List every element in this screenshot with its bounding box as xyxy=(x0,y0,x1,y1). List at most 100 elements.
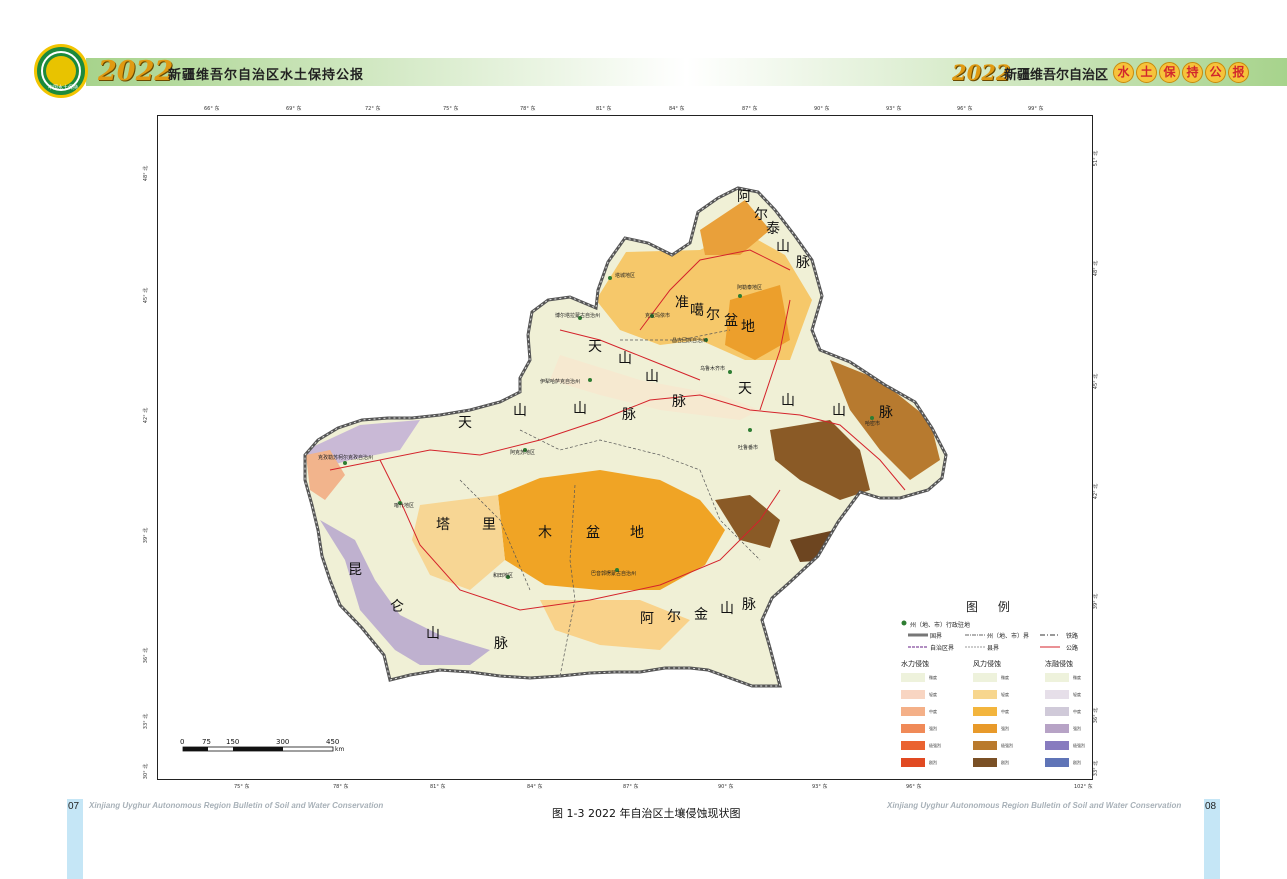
legend-national-label: 国界 xyxy=(930,633,943,640)
legend-highway-label: 公路 xyxy=(1066,645,1079,652)
junggar-char: 准 xyxy=(675,295,689,311)
legend-swatch xyxy=(973,741,997,750)
lon-tick: 96° 东 xyxy=(906,784,922,790)
legend-swatch xyxy=(901,758,925,767)
tarim-char: 塔 xyxy=(436,517,450,533)
junggar-char: 尔 xyxy=(706,307,720,323)
legend-level-label: 中度 xyxy=(929,709,937,714)
logo-globe xyxy=(46,56,76,86)
legend-level-label: 强烈 xyxy=(929,726,937,731)
lon-tick: 84° 东 xyxy=(669,106,685,112)
title-circle-char: 土 xyxy=(1136,62,1157,83)
legend-title: 图 例 xyxy=(966,600,1018,614)
altai-char: 阿 xyxy=(737,189,751,205)
scale-tick-label: 450 xyxy=(326,738,340,746)
title-circle-char: 持 xyxy=(1182,62,1203,83)
kunlun-char: 昆 xyxy=(348,562,362,578)
region-label: 巴音郭楞蒙古自治州 xyxy=(591,571,637,577)
legend-freeze-thaw-head: 冻融侵蚀 xyxy=(1045,660,1073,668)
title-circle-char: 公 xyxy=(1205,62,1226,83)
tarim-char: 地 xyxy=(630,525,644,541)
tianshan-char: 山 xyxy=(618,351,632,367)
tianshan-west-char: 脉 xyxy=(622,407,636,423)
legend-level-label: 轻度 xyxy=(929,692,937,697)
header-band xyxy=(86,58,1287,86)
tianshan-char: 山 xyxy=(645,369,659,385)
lon-tick: 102° 东 xyxy=(1074,784,1093,790)
legend-railway-label: 铁路 xyxy=(1066,633,1079,640)
hami-east-wind xyxy=(830,360,940,480)
lon-tick: 72° 东 xyxy=(365,106,381,112)
legend-county-label: 县界 xyxy=(987,645,1000,652)
altun-char: 脉 xyxy=(742,597,756,613)
scale-tick-label: 300 xyxy=(276,738,290,746)
altun-char: 金 xyxy=(694,607,708,623)
footer-bulletin-left: Xinjiang Uyghur Autonomous Region Bullet… xyxy=(89,801,384,810)
scalebar-graphic xyxy=(182,746,334,752)
region-label: 克孜勒苏柯尔克孜自治州 xyxy=(318,455,374,461)
legend-swatch xyxy=(973,707,997,716)
legend-swatch xyxy=(1045,673,1069,682)
legend-level-label: 强烈 xyxy=(1001,726,1009,731)
region-label: 克拉玛依市 xyxy=(645,313,671,319)
kunlun-freeze-thaw xyxy=(320,520,490,665)
tianshan-char: 山 xyxy=(781,393,795,409)
legend-swatch xyxy=(901,673,925,682)
lon-tick: 69° 东 xyxy=(286,106,302,112)
footer-bulletin-right: Xinjiang Uyghur Autonomous Region Bullet… xyxy=(887,801,1182,810)
kunlun-char: 仑 xyxy=(390,599,404,615)
tarim-char: 盆 xyxy=(586,525,600,541)
junggar-char: 噶 xyxy=(690,303,704,319)
title-circle-char: 保 xyxy=(1159,62,1180,83)
lon-tick: 81° 东 xyxy=(430,784,446,790)
scale-tick-label: 75 xyxy=(202,738,211,746)
seat-dot xyxy=(738,294,742,298)
legend-level-label: 极强烈 xyxy=(1073,743,1085,748)
tianshan-char: 天 xyxy=(588,339,602,355)
legend-swatch xyxy=(901,741,925,750)
erosion-fill xyxy=(305,188,946,686)
lon-tick: 87° 东 xyxy=(742,106,758,112)
altun-char: 山 xyxy=(720,601,734,617)
legend-level-label: 中度 xyxy=(1001,709,1009,714)
legend-level-label: 强烈 xyxy=(1073,726,1081,731)
scale-tick-label: 0 xyxy=(180,738,185,746)
junggar-char: 地 xyxy=(741,319,755,335)
turpan-hami-severe-wind xyxy=(770,420,870,500)
tarim-west-light-wind xyxy=(412,495,505,590)
legend-level-label: 中度 xyxy=(1073,709,1081,714)
tianshan-west-char: 山 xyxy=(573,401,587,417)
seat-dot xyxy=(398,501,402,505)
seat-dot xyxy=(748,428,752,432)
right-page-number: 08 xyxy=(1205,801,1217,812)
year-right: 2022 xyxy=(952,60,1011,85)
bulletin-title-circles: 水 土 保 持 公 报 xyxy=(1113,62,1249,83)
legend-level-label: 剧烈 xyxy=(1001,760,1009,765)
scale-tick-label: 150 xyxy=(226,738,240,746)
region-label: 哈密市 xyxy=(865,421,881,427)
logo-ring xyxy=(41,51,81,91)
legend-level-label: 轻度 xyxy=(1073,692,1081,697)
lon-tick: 87° 东 xyxy=(623,784,639,790)
prefecture-boundaries xyxy=(459,329,761,677)
scale-unit: km xyxy=(335,746,345,753)
seat-dot xyxy=(704,338,708,342)
lon-tick: 66° 东 xyxy=(204,106,220,112)
highways xyxy=(329,249,906,611)
legend-swatch xyxy=(973,690,997,699)
legend-swatch xyxy=(973,758,997,767)
kashgar-water-erosion xyxy=(306,450,345,500)
lon-tick: 75° 东 xyxy=(443,106,459,112)
region-label: 昌吉回族自治州 xyxy=(672,338,708,344)
prefecture-seats xyxy=(343,276,874,579)
region-label: 塔城地区 xyxy=(615,273,636,279)
soil-water-conservation-logo: 中国水土保持 xyxy=(34,44,88,98)
legend-swatch xyxy=(973,673,997,682)
legend-swatch xyxy=(1045,707,1069,716)
tarim-char: 里 xyxy=(482,517,496,533)
tianshan-char: 山 xyxy=(832,403,846,419)
qiemo-light-wind xyxy=(540,600,690,650)
junggar-char: 盆 xyxy=(724,313,738,329)
seat-dot xyxy=(578,316,582,320)
